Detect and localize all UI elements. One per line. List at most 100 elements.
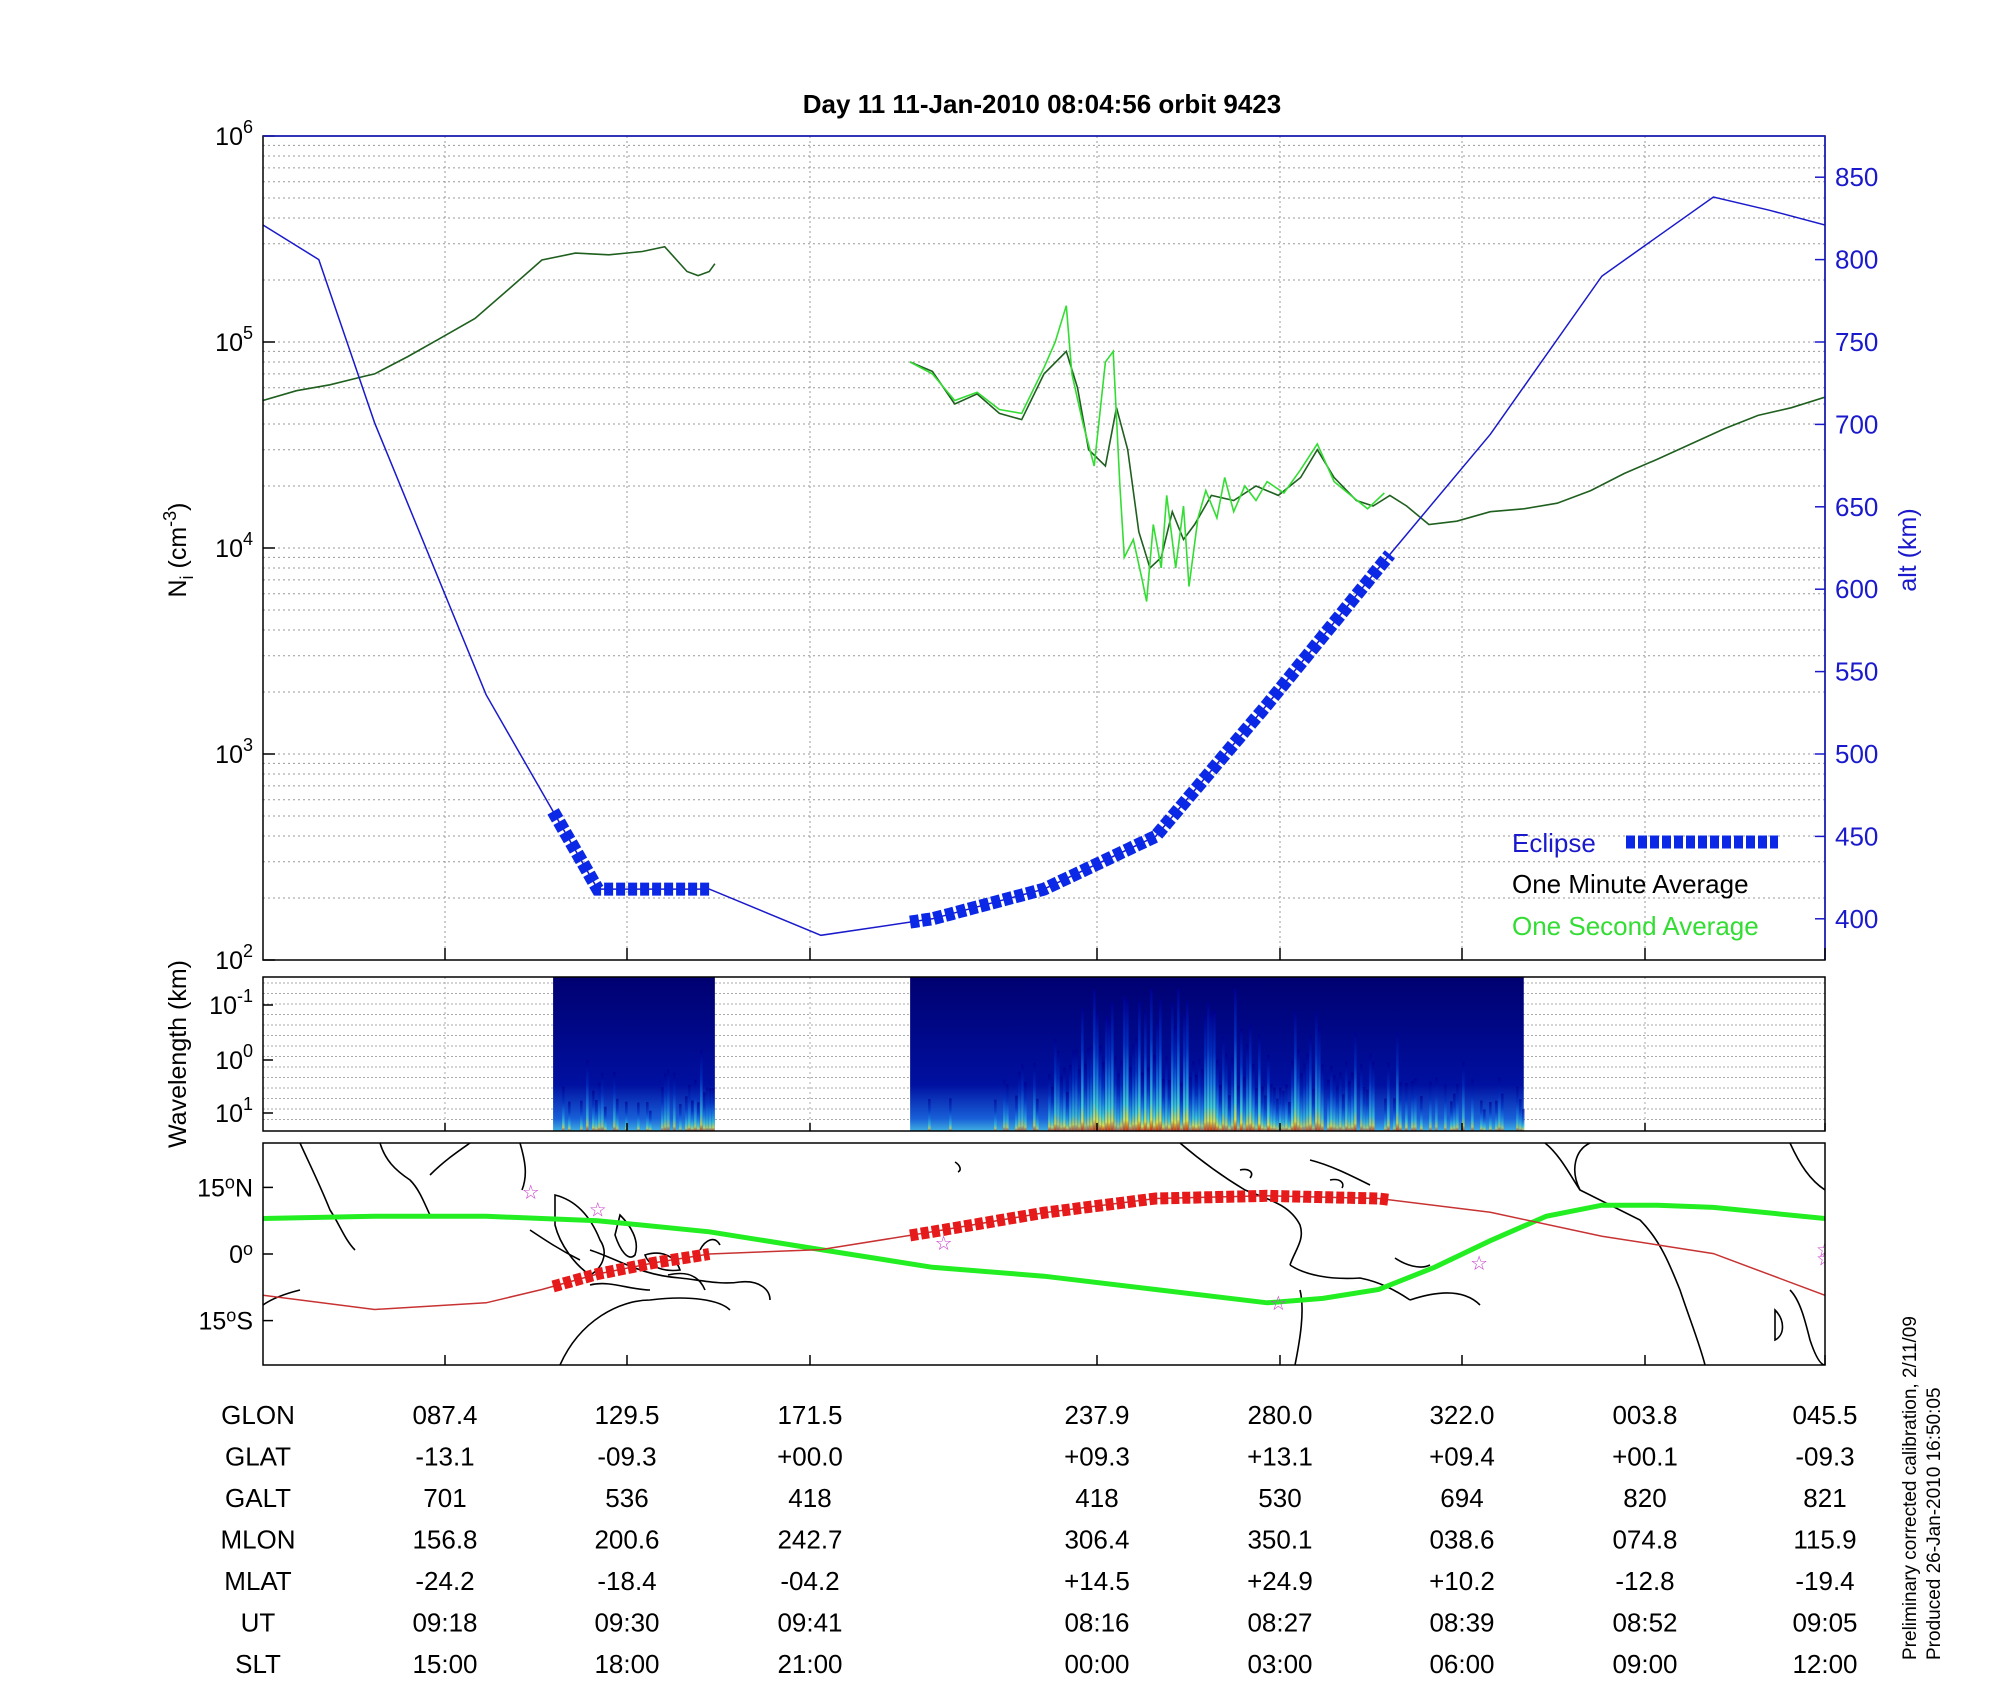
spectrogram-column bbox=[1162, 1079, 1165, 1131]
x-ticks bbox=[444, 948, 1826, 1365]
spectrogram-column bbox=[709, 1088, 712, 1131]
table-cell: 694 bbox=[1440, 1483, 1483, 1513]
table-cell: -04.2 bbox=[780, 1566, 839, 1596]
table-cell: 18:00 bbox=[594, 1649, 659, 1679]
table-cell: 200.6 bbox=[594, 1525, 659, 1555]
table-cell: 09:05 bbox=[1792, 1608, 1857, 1638]
spectrogram-column bbox=[1135, 1038, 1138, 1131]
spectrogram-column bbox=[1342, 1094, 1345, 1131]
spectrogram-column bbox=[1129, 1067, 1132, 1131]
altitude-ylabel: alt (km) bbox=[1894, 508, 1922, 591]
table-cell: 09:41 bbox=[777, 1608, 842, 1638]
table-row-label: MLON bbox=[220, 1525, 295, 1555]
spectrogram-column bbox=[1270, 1084, 1273, 1131]
spectrogram-column bbox=[601, 1073, 604, 1131]
y2-tick-label: 800 bbox=[1835, 245, 1878, 275]
spectrogram-column bbox=[592, 1090, 595, 1131]
chart-title: Day 11 11-Jan-2010 08:04:56 orbit 9423 bbox=[803, 89, 1281, 119]
spectrogram-column bbox=[1015, 1095, 1018, 1131]
footnote-line-1: Preliminary corrected calibration, 2/11/… bbox=[1900, 1316, 1921, 1660]
spectrogram-column bbox=[688, 1084, 691, 1131]
table-cell: 087.4 bbox=[412, 1400, 477, 1430]
spectrogram-column bbox=[595, 1099, 598, 1131]
spectrogram-column bbox=[1156, 1021, 1159, 1131]
table-row-label: GLAT bbox=[225, 1442, 291, 1472]
spectrogram-column bbox=[1498, 1077, 1501, 1131]
table-cell: 003.8 bbox=[1612, 1400, 1677, 1430]
y-tick-label: 103 bbox=[215, 735, 253, 769]
spectrogram-column bbox=[928, 1099, 931, 1131]
spectrogram-column bbox=[1279, 1087, 1282, 1131]
spectrogram-column bbox=[1399, 1082, 1402, 1131]
spectrogram-column bbox=[1351, 1072, 1354, 1131]
spectrogram-column bbox=[1261, 1086, 1264, 1131]
spectrogram-column bbox=[1489, 1102, 1492, 1131]
spectrogram-column bbox=[1174, 1025, 1177, 1131]
spectrogram-column bbox=[1522, 1109, 1525, 1131]
table-row-label: GLON bbox=[221, 1400, 295, 1430]
footnote-line-2: Produced 26-Jan-2010 16:50:05 bbox=[1924, 1387, 1945, 1660]
spectrogram-column bbox=[697, 1102, 700, 1131]
table-cell: +13.1 bbox=[1247, 1442, 1313, 1472]
spectrogram-column bbox=[568, 1101, 571, 1131]
y-tick-label: 102 bbox=[215, 941, 253, 975]
spectrogram-column bbox=[1411, 1080, 1414, 1131]
spectrogram-column bbox=[1024, 1082, 1027, 1131]
spectrogram-column bbox=[1297, 1049, 1300, 1131]
star-marker: ☆ bbox=[589, 1198, 607, 1222]
spectrogram-column bbox=[1219, 1085, 1222, 1131]
table-cell: 21:00 bbox=[777, 1649, 842, 1679]
table-cell: -19.4 bbox=[1795, 1566, 1854, 1596]
table-cell: 237.9 bbox=[1064, 1400, 1129, 1430]
spectrogram-column bbox=[580, 1100, 583, 1131]
spectrogram-panel: 10-1 100 101 Wavelength (km) bbox=[164, 960, 1826, 1148]
spectrogram-column bbox=[1153, 1054, 1156, 1131]
spectrogram-column bbox=[1456, 1084, 1459, 1131]
table-cell: 00:00 bbox=[1064, 1649, 1129, 1679]
spectrogram-column bbox=[1336, 1086, 1339, 1131]
spectrogram-column bbox=[667, 1069, 670, 1131]
altitude-y-ticks: 400 450 500 550 600 650 700 750 800 850 bbox=[1815, 162, 1878, 934]
spectrogram-column bbox=[1084, 1063, 1087, 1131]
spectrogram-column bbox=[1267, 1054, 1270, 1131]
spectrogram-column bbox=[1180, 1082, 1183, 1131]
legend-label-minute: One Minute Average bbox=[1512, 869, 1749, 899]
spectrogram-column bbox=[604, 1106, 607, 1131]
spectrogram-column bbox=[1435, 1077, 1438, 1131]
spectrogram-column bbox=[1096, 1011, 1099, 1131]
legend-label-eclipse: Eclipse bbox=[1512, 828, 1596, 858]
spectrogram-column bbox=[1108, 1019, 1111, 1131]
spectrogram-column bbox=[1093, 989, 1096, 1131]
spectrogram-column bbox=[1168, 1080, 1171, 1131]
table-cell: 08:52 bbox=[1612, 1608, 1677, 1638]
spectrogram-column bbox=[1366, 1089, 1369, 1131]
table-cell: 08:16 bbox=[1064, 1608, 1129, 1638]
spectrogram-column bbox=[1228, 1095, 1231, 1131]
spectrogram-column bbox=[1081, 1008, 1084, 1131]
spectrogram-column bbox=[1231, 1057, 1234, 1131]
spectrogram-column bbox=[1354, 1032, 1357, 1131]
spectrogram-column bbox=[1312, 1088, 1315, 1131]
spectrogram-column bbox=[1132, 1044, 1135, 1131]
map-y-ticks: 15oN 0o 15oS bbox=[197, 1172, 273, 1336]
spectrogram-column bbox=[1294, 1011, 1297, 1131]
eclipse-track-segment bbox=[551, 1248, 711, 1293]
table-cell: 129.5 bbox=[594, 1400, 659, 1430]
spectrogram-column bbox=[1048, 1074, 1051, 1131]
legend-label-second: One Second Average bbox=[1512, 911, 1759, 941]
spectrogram-column bbox=[1072, 1050, 1075, 1131]
y-tick-label: 106 bbox=[215, 117, 253, 151]
spectrogram-block bbox=[553, 977, 715, 1131]
density-series bbox=[263, 196, 1825, 937]
spectrogram-column bbox=[1450, 1101, 1453, 1131]
table-cell: +09.3 bbox=[1064, 1442, 1130, 1472]
y2-tick-label: 700 bbox=[1835, 409, 1878, 439]
spectrogram-column bbox=[1141, 1072, 1144, 1131]
spectrogram-column bbox=[691, 1100, 694, 1131]
spectrogram-column bbox=[1393, 1098, 1396, 1131]
spectrogram-column bbox=[1255, 1087, 1258, 1131]
table-cell: +10.2 bbox=[1429, 1566, 1495, 1596]
spectrogram-ylabel: Wavelength (km) bbox=[164, 960, 192, 1148]
spectrogram-column bbox=[637, 1102, 640, 1131]
